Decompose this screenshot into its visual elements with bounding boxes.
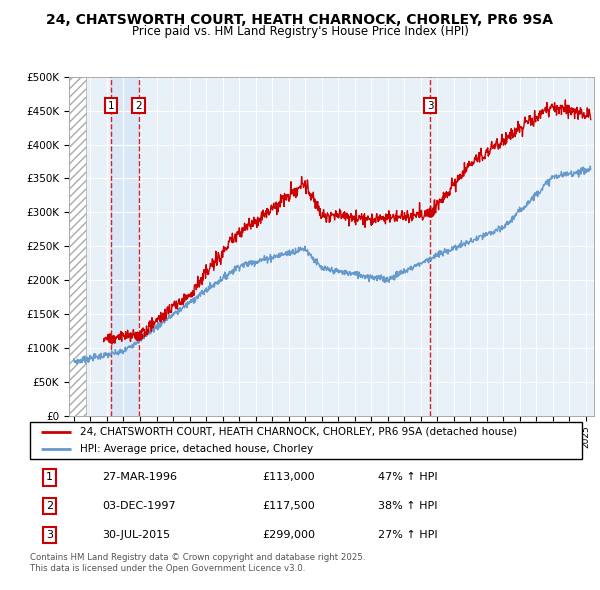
Text: £113,000: £113,000 <box>262 473 314 483</box>
Text: 03-DEC-1997: 03-DEC-1997 <box>102 502 175 511</box>
Text: 24, CHATSWORTH COURT, HEATH CHARNOCK, CHORLEY, PR6 9SA: 24, CHATSWORTH COURT, HEATH CHARNOCK, CH… <box>47 13 554 27</box>
Bar <box>111 77 139 416</box>
FancyBboxPatch shape <box>30 422 582 459</box>
Text: 38% ↑ HPI: 38% ↑ HPI <box>378 502 437 511</box>
Text: HPI: Average price, detached house, Chorley: HPI: Average price, detached house, Chor… <box>80 444 313 454</box>
Bar <box>69 77 86 416</box>
Text: £299,000: £299,000 <box>262 530 315 540</box>
Text: 47% ↑ HPI: 47% ↑ HPI <box>378 473 437 483</box>
Text: Contains HM Land Registry data © Crown copyright and database right 2025.
This d: Contains HM Land Registry data © Crown c… <box>30 553 365 573</box>
Text: 3: 3 <box>46 530 53 540</box>
Text: 3: 3 <box>427 100 434 110</box>
Text: £117,500: £117,500 <box>262 502 314 511</box>
Text: 1: 1 <box>46 473 53 483</box>
Text: 27% ↑ HPI: 27% ↑ HPI <box>378 530 437 540</box>
Text: 2: 2 <box>136 100 142 110</box>
Text: 24, CHATSWORTH COURT, HEATH CHARNOCK, CHORLEY, PR6 9SA (detached house): 24, CHATSWORTH COURT, HEATH CHARNOCK, CH… <box>80 427 517 437</box>
Text: 27-MAR-1996: 27-MAR-1996 <box>102 473 177 483</box>
Text: 2: 2 <box>46 502 53 511</box>
Text: 30-JUL-2015: 30-JUL-2015 <box>102 530 170 540</box>
Text: 1: 1 <box>107 100 114 110</box>
Text: Price paid vs. HM Land Registry's House Price Index (HPI): Price paid vs. HM Land Registry's House … <box>131 25 469 38</box>
